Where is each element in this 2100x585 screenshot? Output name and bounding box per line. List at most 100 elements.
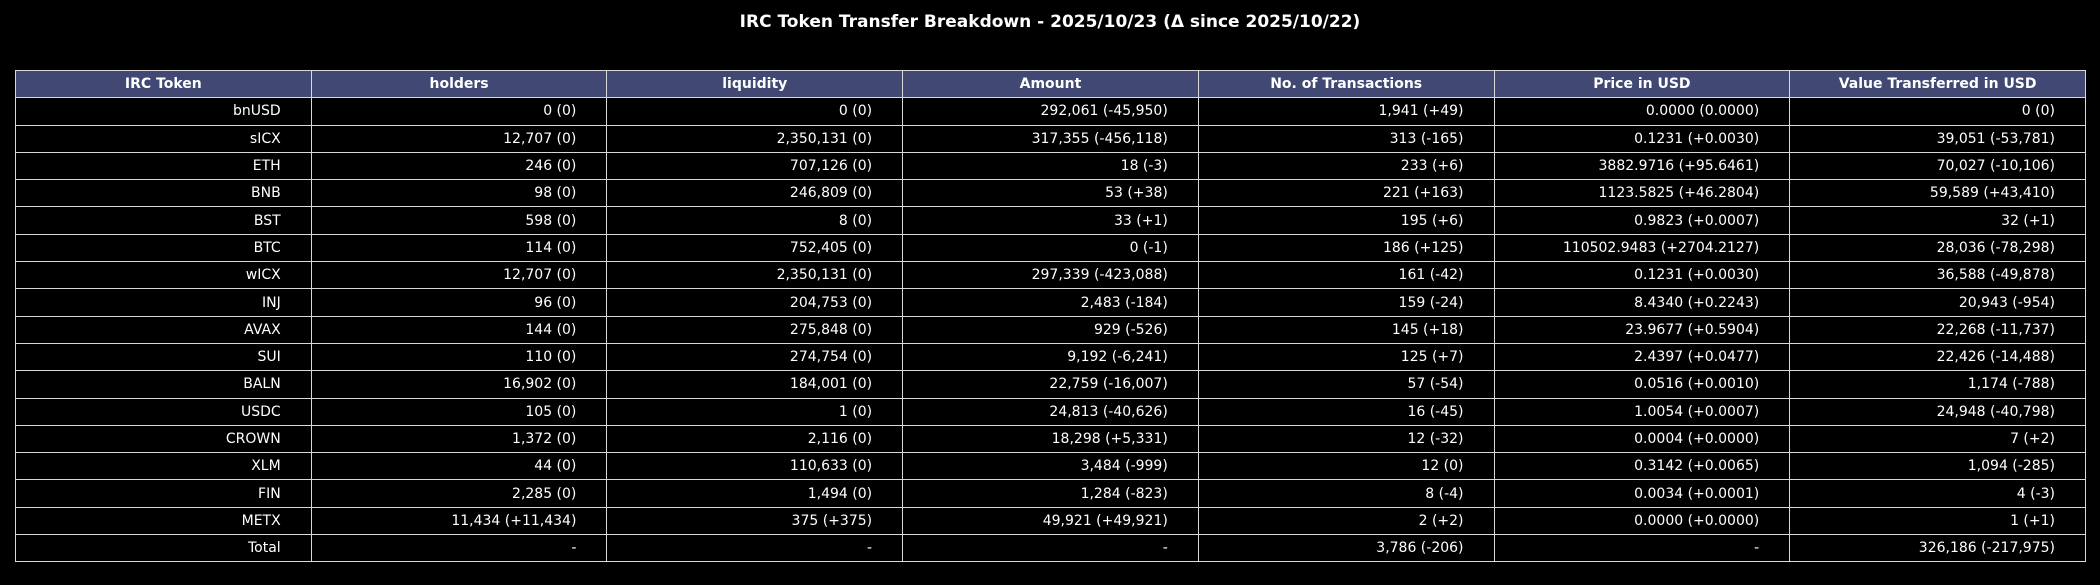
cell-liquidity: 8 (0) (606, 206, 904, 235)
table-row: SUI 110 (0) 274,754 (0) 9,192 (-6,241) 125 (… (15, 342, 2086, 372)
cell-price-in-usd: 0.1231 (+0.0030) (1493, 261, 1791, 290)
cell-holders: 105 (0) (310, 397, 608, 426)
table-row: Total - - -3,786 (-206) -326,186 (-217,975) (15, 534, 2086, 563)
cell-value-transferred-in-usd: 39,051 (-53,781) (1789, 124, 2086, 153)
cell-holders: 110 (0) (310, 342, 608, 372)
cell-irc-token: BNB (15, 179, 312, 208)
cell-price-in-usd: 0.1231 (+0.0030) (1493, 124, 1791, 153)
cell-amount: 3,484 (-999) (902, 452, 1199, 481)
cell-no-of-transactions: 1,941 (+49) (1197, 97, 1495, 126)
cell-irc-token: ETH (15, 151, 312, 181)
cell-liquidity: 274,754 (0) (606, 342, 904, 372)
cell-holders: 598 (0) (310, 206, 608, 235)
column-header-no-of-transactions: No. of Transactions (1197, 69, 1495, 99)
cell-amount: 0 (-1) (902, 233, 1199, 263)
table-row: ETH 246 (0) 707,126 (0) 18 (-3) 233 (+6) 3882… (15, 151, 2086, 181)
cell-liquidity: 707,126 (0) (606, 151, 904, 181)
cell-amount: 929 (-526) (902, 315, 1199, 344)
cell-irc-token: BALN (15, 370, 312, 399)
cell-value-transferred-in-usd: 24,948 (-40,798) (1789, 397, 2086, 426)
cell-irc-token: XLM (15, 452, 312, 481)
table-row: bnUSD 0 (0) 0 (0) 292,061 (-45,950) 1,941 (+… (15, 97, 2086, 126)
cell-amount: 53 (+38) (902, 179, 1199, 208)
cell-irc-token: Total (15, 534, 312, 563)
cell-irc-token: METX (15, 506, 312, 536)
cell-holders: 98 (0) (310, 179, 608, 208)
cell-amount: 33 (+1) (902, 206, 1199, 235)
cell-price-in-usd: 8.4340 (+0.2243) (1493, 288, 1791, 317)
cell-no-of-transactions: 16 (-45) (1197, 397, 1495, 426)
cell-price-in-usd: 0.0000 (0.0000) (1493, 97, 1791, 126)
cell-value-transferred-in-usd: 7 (+2) (1789, 424, 2086, 454)
cell-holders: 44 (0) (310, 452, 608, 481)
cell-price-in-usd: 1123.5825 (+46.2804) (1493, 179, 1791, 208)
cell-price-in-usd: 0.0000 (+0.0000) (1493, 506, 1791, 536)
cell-liquidity: 375 (+375) (606, 506, 904, 536)
cell-price-in-usd: 110502.9483 (+2704.2127) (1493, 233, 1791, 263)
cell-liquidity: 110,633 (0) (606, 452, 904, 481)
cell-no-of-transactions: 125 (+7) (1197, 342, 1495, 372)
table-row: BTC 114 (0) 752,405 (0) 0 (-1) 186 (+125) 110… (15, 233, 2086, 263)
cell-liquidity: 246,809 (0) (606, 179, 904, 208)
cell-value-transferred-in-usd: 22,268 (-11,737) (1789, 315, 2086, 344)
cell-holders: 1,372 (0) (310, 424, 608, 454)
cell-price-in-usd: 2.4397 (+0.0477) (1493, 342, 1791, 372)
cell-value-transferred-in-usd: 4 (-3) (1789, 479, 2086, 508)
cell-value-transferred-in-usd: 1 (+1) (1789, 506, 2086, 536)
column-header-irc-token: IRC Token (15, 69, 312, 99)
cell-amount: 9,192 (-6,241) (902, 342, 1199, 372)
table-row: METX 11,434 (+11,434) 375 (+375) 49,921 (+4… (15, 506, 2086, 536)
cell-value-transferred-in-usd: 1,174 (-788) (1789, 370, 2086, 399)
cell-amount: 1,284 (-823) (902, 479, 1199, 508)
cell-value-transferred-in-usd: 0 (0) (1789, 97, 2086, 126)
cell-irc-token: SUI (15, 342, 312, 372)
cell-amount: 292,061 (-45,950) (902, 97, 1199, 126)
cell-amount: - (902, 534, 1199, 563)
cell-amount: 317,355 (-456,118) (902, 124, 1199, 153)
cell-holders: 246 (0) (310, 151, 608, 181)
cell-value-transferred-in-usd: 59,589 (+43,410) (1789, 179, 2086, 208)
cell-holders: 96 (0) (310, 288, 608, 317)
cell-price-in-usd: 0.9823 (+0.0007) (1493, 206, 1791, 235)
cell-no-of-transactions: 161 (-42) (1197, 261, 1495, 290)
cell-no-of-transactions: 3,786 (-206) (1197, 534, 1495, 563)
cell-no-of-transactions: 12 (-32) (1197, 424, 1495, 454)
cell-irc-token: FIN (15, 479, 312, 508)
cell-holders: 12,707 (0) (310, 261, 608, 290)
column-header-liquidity: liquidity (606, 69, 904, 99)
table-row: CROWN 1,372 (0) 2,116 (0) 18,298 (+5,331) 12… (15, 424, 2086, 454)
table-header-row: IRC Token holders liquidity Amount No. of Tr… (15, 69, 2086, 99)
column-header-value-transferred-in-usd: Value Transferred in USD (1789, 69, 2086, 99)
cell-price-in-usd: 23.9677 (+0.5904) (1493, 315, 1791, 344)
cell-price-in-usd: 0.0004 (+0.0000) (1493, 424, 1791, 454)
cell-liquidity: 204,753 (0) (606, 288, 904, 317)
table-row: USDC 105 (0) 1 (0) 24,813 (-40,626) 16 (-45)… (15, 397, 2086, 426)
cell-value-transferred-in-usd: 28,036 (-78,298) (1789, 233, 2086, 263)
column-header-holders: holders (310, 69, 608, 99)
cell-no-of-transactions: 313 (-165) (1197, 124, 1495, 153)
cell-price-in-usd: 0.3142 (+0.0065) (1493, 452, 1791, 481)
cell-holders: 16,902 (0) (310, 370, 608, 399)
cell-amount: 297,339 (-423,088) (902, 261, 1199, 290)
column-header-price-in-usd: Price in USD (1493, 69, 1791, 99)
cell-liquidity: 0 (0) (606, 97, 904, 126)
cell-value-transferred-in-usd: 22,426 (-14,488) (1789, 342, 2086, 372)
table-row: INJ 96 (0) 204,753 (0) 2,483 (-184) 159 (-24… (15, 288, 2086, 317)
cell-no-of-transactions: 195 (+6) (1197, 206, 1495, 235)
cell-value-transferred-in-usd: 70,027 (-10,106) (1789, 151, 2086, 181)
cell-price-in-usd: - (1493, 534, 1791, 563)
cell-irc-token: CROWN (15, 424, 312, 454)
cell-no-of-transactions: 8 (-4) (1197, 479, 1495, 508)
table-row: sICX 12,707 (0) 2,350,131 (0) 317,355 (-456… (15, 124, 2086, 153)
table-row: XLM 44 (0) 110,633 (0) 3,484 (-999) 12 (0) 0.… (15, 452, 2086, 481)
table-row: AVAX 144 (0) 275,848 (0) 929 (-526) 145 (+18… (15, 315, 2086, 344)
cell-value-transferred-in-usd: 1,094 (-285) (1789, 452, 2086, 481)
cell-holders: 0 (0) (310, 97, 608, 126)
cell-irc-token: BTC (15, 233, 312, 263)
cell-irc-token: BST (15, 206, 312, 235)
cell-amount: 24,813 (-40,626) (902, 397, 1199, 426)
table-body: bnUSD 0 (0) 0 (0) 292,061 (-45,950) 1,941 (+… (15, 97, 2086, 563)
cell-liquidity: 752,405 (0) (606, 233, 904, 263)
cell-no-of-transactions: 2 (+2) (1197, 506, 1495, 536)
cell-price-in-usd: 1.0054 (+0.0007) (1493, 397, 1791, 426)
